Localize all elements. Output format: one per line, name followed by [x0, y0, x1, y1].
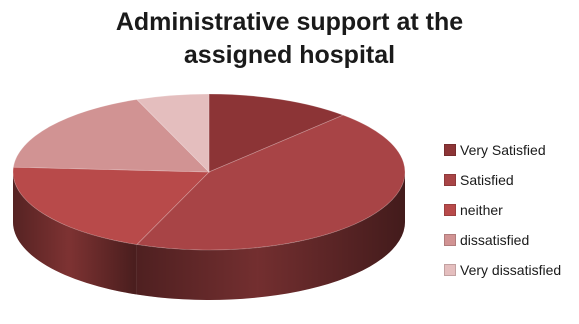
- pie-slice-side-shade-neither: [12, 172, 137, 295]
- legend-swatch: [444, 233, 456, 246]
- legend-item-dissatisfied: dissatisfied: [444, 231, 561, 248]
- legend-swatch: [444, 143, 456, 156]
- legend-item-very-satisfied: Very Satisfied: [444, 141, 561, 158]
- legend-swatch: [444, 173, 456, 186]
- legend-label: dissatisfied: [460, 231, 530, 248]
- legend-item-very-dissatisfied: Very dissatisfied: [444, 261, 561, 278]
- pie-slice-very-satisfied: [208, 93, 345, 173]
- legend-label: Very Satisfied: [460, 141, 546, 158]
- legend-label: Satisfied: [460, 171, 514, 188]
- pie-slice-satisfied: [136, 114, 406, 251]
- pie-slice-neither: [12, 166, 210, 245]
- pie-slice-dissatisfied: [12, 99, 210, 173]
- legend-label: neither: [460, 201, 503, 218]
- legend-label: Very dissatisfied: [460, 261, 562, 278]
- legend-item-neither: neither: [444, 201, 561, 218]
- legend: Very Satisfied Satisfied neither dissatisfi…: [444, 141, 561, 278]
- legend-swatch: [444, 263, 456, 276]
- chart-title: Administrative support at the assigned h…: [115, 8, 464, 69]
- pie-slice-very-dissatisfied: [136, 93, 210, 173]
- legend-item-satisfied: Satisfied: [444, 171, 561, 188]
- pie-slice-side-shade-satisfied: [136, 172, 405, 300]
- legend-swatch: [444, 203, 456, 216]
